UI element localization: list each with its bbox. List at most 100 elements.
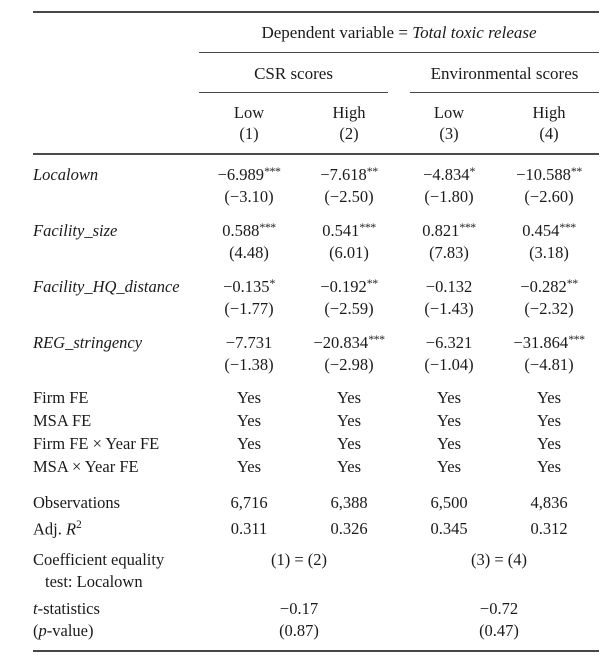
estimate-cell: −6.321 — [399, 320, 499, 354]
estimate-value: 0.821 — [422, 220, 460, 240]
adj-r2-value: 0.326 — [330, 519, 368, 539]
coef-row-facility-hq-distance: Facility_HQ_distance −0.135* −0.192 ** −0… — [33, 264, 599, 298]
equality-tstat-row: t-statistics −0.17 −0.72 — [33, 593, 599, 620]
coef-row-localown: Localown −6.989*** −7.618** −4.834* −10.… — [33, 154, 599, 186]
pvalue-label-rest: -value) — [46, 621, 94, 641]
equality-comparison-env: (3) = (4) — [470, 550, 528, 570]
estimate-value: −7.731 — [225, 332, 273, 352]
pvalue-label-italic: p — [38, 621, 47, 641]
tstat-cell: (4.48) — [229, 242, 269, 262]
estimate-value: 0.541 — [322, 220, 360, 240]
tstat-cell: (7.83) — [429, 242, 469, 262]
variable-label: Localown — [33, 164, 99, 184]
estimate-cell: −0.132 — [399, 264, 499, 298]
estimate-value: −31.864 — [513, 332, 569, 352]
estimate-cell: −0.135* — [199, 264, 299, 298]
variable-label: REG_stringency — [33, 332, 143, 352]
tstat-cell: (−1.38) — [224, 354, 274, 374]
tstat-cell: (−3.10) — [224, 186, 274, 206]
adj-r2-prefix: Adj. — [33, 519, 66, 539]
column-header-row: Low (1) High (2) Low (3) High (4) — [33, 93, 599, 155]
observations-label: Observations — [33, 492, 121, 512]
dep-var-cell: Dependent variable = Total toxic release — [199, 13, 599, 53]
equality-test-label-line1: Coefficient equality — [33, 550, 165, 570]
fe-label: MSA × Year FE — [33, 456, 139, 476]
column-number: (4) — [539, 124, 559, 143]
adj-r2-symbol: R — [66, 519, 77, 539]
dep-var-row: Dependent variable = Total toxic release — [33, 13, 599, 53]
fe-value-cell: Yes — [536, 433, 561, 453]
tstat-row-facility-size: (4.48) (6.01) (7.83) (3.18) — [33, 242, 599, 264]
fe-row-firm-year: Firm FE × Year FE Yes Yes Yes Yes — [33, 432, 599, 455]
fe-value-cell: Yes — [536, 456, 561, 476]
empty-cell — [33, 186, 199, 208]
fe-label: Firm FE — [33, 387, 89, 407]
empty-cell — [33, 298, 199, 320]
estimate-cell: 0.588*** — [199, 208, 299, 242]
estimate-value: −6.989 — [217, 164, 265, 184]
adj-r2-value: 0.312 — [530, 519, 568, 539]
adj-r2-label: Adj. R2 — [33, 514, 199, 541]
adj-r2-row: Adj. R2 0.311 0.326 0.345 0.312 — [33, 514, 599, 541]
fe-label: Firm FE × Year FE — [33, 433, 160, 453]
estimate-value: −7.618 — [320, 164, 367, 184]
estimate-value: 0.454 — [522, 220, 560, 240]
tstat-cell: (−2.98) — [324, 354, 374, 374]
fe-value-cell: Yes — [236, 410, 261, 430]
adj-r2-value: 0.311 — [230, 519, 268, 539]
tstat-cell: (−1.80) — [424, 186, 474, 206]
column-level: Low — [433, 103, 465, 122]
equality-tstat-env: −0.72 — [479, 599, 519, 619]
estimate-value: −6.321 — [425, 332, 473, 352]
pvalue-label-open: ( — [33, 621, 39, 641]
estimate-value: 0.588 — [222, 220, 260, 240]
empty-cell — [33, 242, 199, 264]
tstat-label-rest: -statistics — [37, 599, 100, 619]
table-top-rule — [33, 11, 599, 13]
results-table: Dependent variable = Total toxic release… — [33, 13, 599, 650]
tstat-cell: (6.01) — [329, 242, 369, 262]
estimate-cell: 0.454*** — [499, 208, 599, 242]
column-header-4: High (4) — [499, 93, 599, 155]
tstat-cell: (−4.81) — [524, 354, 574, 374]
tstat-row-facility-hq-distance: (−1.77) (−2.59) (−1.43) (−2.32) — [33, 298, 599, 320]
fe-value-cell: Yes — [236, 433, 261, 453]
equality-pvalue-env: (0.47) — [479, 621, 519, 641]
equality-test-label-line2: test: Localown — [45, 572, 143, 592]
estimate-cell: 0.821*** — [399, 208, 499, 242]
fe-row-firm: Firm FE Yes Yes Yes Yes — [33, 376, 599, 409]
dep-var-name: Total toxic release — [412, 23, 537, 42]
tstat-cell: (−1.04) — [424, 354, 474, 374]
fe-value-cell: Yes — [536, 410, 561, 430]
tstat-row-reg-stringency: (−1.38) (−2.98) (−1.04) (−4.81) — [33, 354, 599, 376]
estimate-cell: −7.618** — [299, 154, 399, 186]
significance-stars: * — [269, 275, 276, 290]
tstat-cell: (−1.43) — [424, 298, 474, 318]
significance-stars: *** — [459, 219, 476, 234]
significance-stars: *** — [259, 219, 276, 234]
equality-test-label: Coefficient equality test: Localown — [33, 540, 199, 593]
variable-label: Facility_HQ_distance — [33, 276, 180, 296]
fe-value-cell: Yes — [336, 410, 361, 430]
equality-pvalue-row: (p-value) (0.87) (0.47) — [33, 620, 599, 650]
estimate-cell: −20.834*** — [299, 320, 399, 354]
column-header-2: High (2) — [299, 93, 399, 155]
significance-stars: *** — [559, 219, 576, 234]
estimate-value: −0.132 — [425, 276, 473, 296]
estimate-cell: −10.588** — [499, 154, 599, 186]
pvalue-label: (p-value) — [33, 620, 199, 650]
estimate-value: −4.834 — [423, 164, 470, 184]
tstat-cell: (−1.77) — [224, 298, 274, 318]
coef-row-reg-stringency: REG_stringency −7.731 −20.834*** −6.321 … — [33, 320, 599, 354]
observations-value: 6,500 — [430, 492, 468, 512]
equality-tstat-csr: −0.17 — [279, 599, 319, 619]
fe-row-msa-year: MSA × Year FE Yes Yes Yes Yes — [33, 455, 599, 478]
observations-value: 6,716 — [230, 492, 268, 512]
estimate-value: −0.192 — [320, 276, 367, 296]
tstat-row-localown: (−3.10) (−2.50) (−1.80) (−2.60) — [33, 186, 599, 208]
fe-row-msa: MSA FE Yes Yes Yes Yes — [33, 409, 599, 432]
significance-stars: ** — [566, 275, 578, 290]
table-bottom-rule — [33, 650, 599, 653]
fe-value-cell: Yes — [236, 387, 261, 407]
fe-value-cell: Yes — [436, 456, 461, 476]
